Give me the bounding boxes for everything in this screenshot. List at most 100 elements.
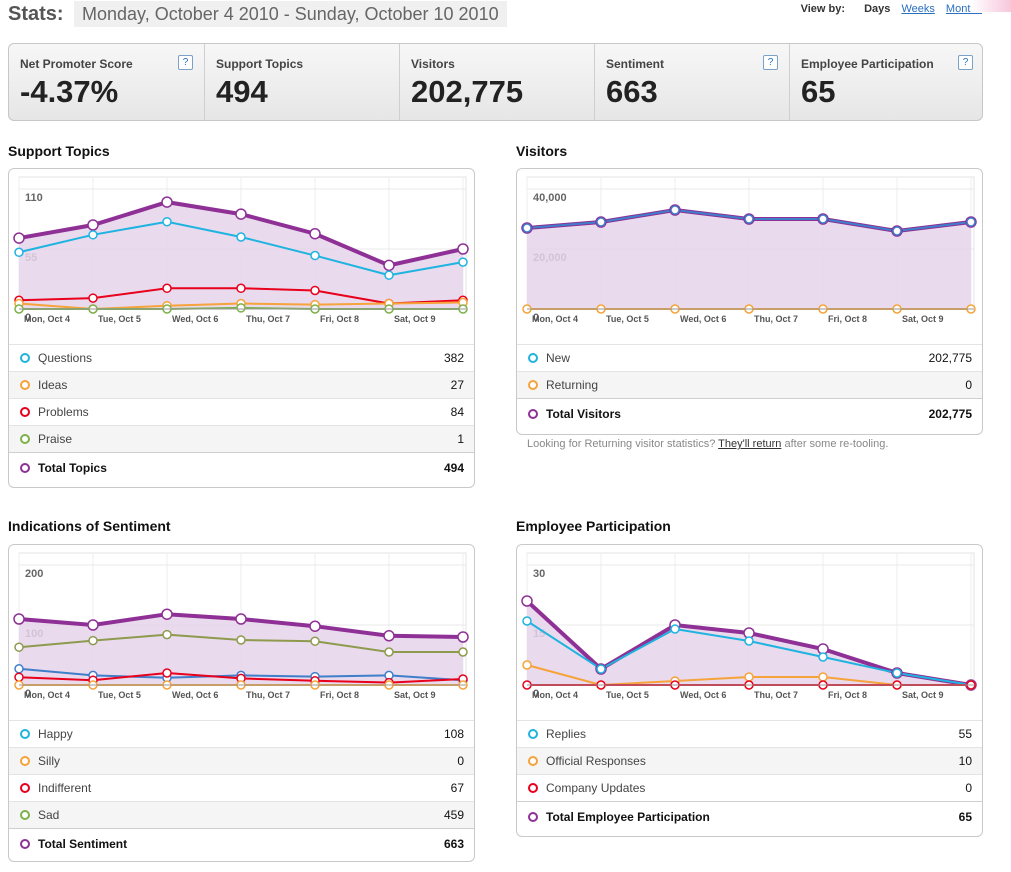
legend-item-praise[interactable]: Praise 1 [9, 425, 474, 452]
point-questions[interactable] [310, 250, 320, 261]
legend-label: Questions [38, 351, 93, 365]
point-sad[interactable] [14, 642, 24, 652]
legend-item-total-employee-participation[interactable]: Total Employee Participation 65 [517, 801, 982, 832]
point-questions[interactable] [88, 230, 98, 240]
point-total-sentiment[interactable] [235, 613, 247, 625]
legend-item-new[interactable]: New 202,775 [517, 344, 982, 371]
point-total-employee-participation[interactable] [521, 595, 533, 607]
point-problems[interactable] [162, 283, 172, 294]
point-questions[interactable] [14, 247, 24, 258]
x-tick-label: Tue, Oct 5 [606, 314, 649, 324]
help-icon[interactable]: ? [178, 55, 193, 70]
point-new[interactable] [744, 214, 754, 224]
point-replies[interactable] [818, 652, 828, 662]
point-sad[interactable] [88, 635, 98, 646]
kpi-sentiment: Sentiment 663 ? [594, 44, 789, 120]
x-tick-label: Wed, Oct 6 [172, 690, 218, 700]
help-icon[interactable]: ? [958, 55, 973, 70]
y-tick-label: 40,000 [533, 192, 567, 204]
legend-item-replies[interactable]: Replies 55 [517, 720, 982, 747]
point-questions[interactable] [384, 270, 394, 280]
point-questions[interactable] [162, 216, 172, 227]
point-questions[interactable] [236, 232, 246, 242]
x-tick-label: Thu, Oct 7 [246, 314, 290, 324]
x-tick-label: Thu, Oct 7 [754, 690, 798, 700]
legend-item-silly[interactable]: Silly 0 [9, 747, 474, 774]
point-problems[interactable] [310, 285, 320, 296]
point-sad[interactable] [162, 629, 172, 640]
point-total-topics[interactable] [309, 227, 321, 240]
point-new[interactable] [670, 205, 680, 215]
point-replies[interactable] [892, 668, 902, 678]
point-praise[interactable] [236, 303, 246, 313]
point-total-sentiment[interactable] [87, 619, 99, 631]
legend-item-problems[interactable]: Problems 84 [9, 398, 474, 425]
legend-item-sad[interactable]: Sad 459 [9, 801, 474, 828]
point-official-responses[interactable] [522, 660, 532, 670]
point-questions[interactable] [458, 257, 468, 267]
point-total-sentiment[interactable] [383, 630, 395, 642]
legend-label: Silly [38, 754, 61, 768]
x-tick-label: Fri, Oct 8 [828, 314, 867, 324]
point-new[interactable] [522, 223, 532, 233]
point-total-sentiment[interactable] [457, 631, 469, 643]
date-range[interactable]: Monday, October 4 2010 - Sunday, October… [74, 1, 507, 27]
point-total-topics[interactable] [383, 259, 395, 272]
point-new[interactable] [596, 217, 606, 227]
point-replies[interactable] [670, 624, 680, 634]
point-replies[interactable] [522, 616, 532, 626]
returning-visitors-note: Looking for Returning visitor statistics… [527, 438, 888, 450]
legend-item-total-sentiment[interactable]: Total Sentiment 663 [9, 828, 474, 859]
legend-item-returning[interactable]: Returning 0 [517, 371, 982, 398]
stats-label: Stats: [8, 3, 64, 25]
point-happy[interactable] [14, 664, 24, 674]
point-total-sentiment[interactable] [309, 620, 321, 632]
legend-value: 459 [443, 808, 464, 822]
point-new[interactable] [966, 217, 976, 227]
kpi-label: Net Promoter Score [20, 57, 133, 71]
point-sad[interactable] [384, 647, 394, 657]
legend-item-indifferent[interactable]: Indifferent 67 [9, 774, 474, 801]
point-problems[interactable] [88, 293, 98, 303]
point-replies[interactable] [596, 664, 606, 674]
point-indifferent[interactable] [14, 672, 24, 682]
point-replies[interactable] [744, 636, 754, 646]
point-problems[interactable] [236, 283, 246, 294]
point-sad[interactable] [310, 636, 320, 646]
point-indifferent[interactable] [162, 668, 172, 678]
legend-item-official-responses[interactable]: Official Responses 10 [517, 747, 982, 774]
point-sad[interactable] [458, 647, 468, 657]
x-tick-label: Fri, Oct 8 [320, 690, 359, 700]
legend-label: Problems [38, 405, 89, 419]
legend-employee-participation: Replies 55 Official Responses 10 Company… [517, 720, 982, 832]
legend-item-ideas[interactable]: Ideas 27 [9, 371, 474, 398]
view-option-weeks[interactable]: Weeks [901, 3, 935, 15]
point-new[interactable] [818, 214, 828, 224]
x-tick-label: Mon, Oct 4 [532, 690, 578, 700]
x-tick-label: Mon, Oct 4 [24, 690, 70, 700]
point-total-topics[interactable] [13, 232, 25, 244]
point-official-responses[interactable] [744, 672, 754, 682]
kpi-label: Sentiment [606, 57, 665, 71]
legend-item-total-visitors[interactable]: Total Visitors 202,775 [517, 398, 982, 429]
theyll-return-link[interactable]: They'll return [718, 438, 782, 450]
point-total-topics[interactable] [457, 243, 469, 255]
point-new[interactable] [892, 226, 902, 236]
legend-label: Official Responses [546, 754, 646, 768]
view-option-days[interactable]: Days [864, 3, 891, 15]
point-total-sentiment[interactable] [161, 608, 173, 620]
point-total-sentiment[interactable] [13, 613, 25, 625]
point-total-topics[interactable] [87, 219, 99, 231]
point-total-topics[interactable] [161, 196, 173, 208]
legend-item-company-updates[interactable]: Company Updates 0 [517, 774, 982, 801]
point-official-responses[interactable] [818, 672, 828, 682]
legend-item-total-topics[interactable]: Total Topics 494 [9, 452, 474, 483]
point-sad[interactable] [236, 635, 246, 645]
point-total-topics[interactable] [235, 208, 247, 220]
legend-item-happy[interactable]: Happy 108 [9, 720, 474, 747]
help-icon[interactable]: ? [763, 55, 778, 70]
legend-item-questions[interactable]: Questions 382 [9, 344, 474, 371]
